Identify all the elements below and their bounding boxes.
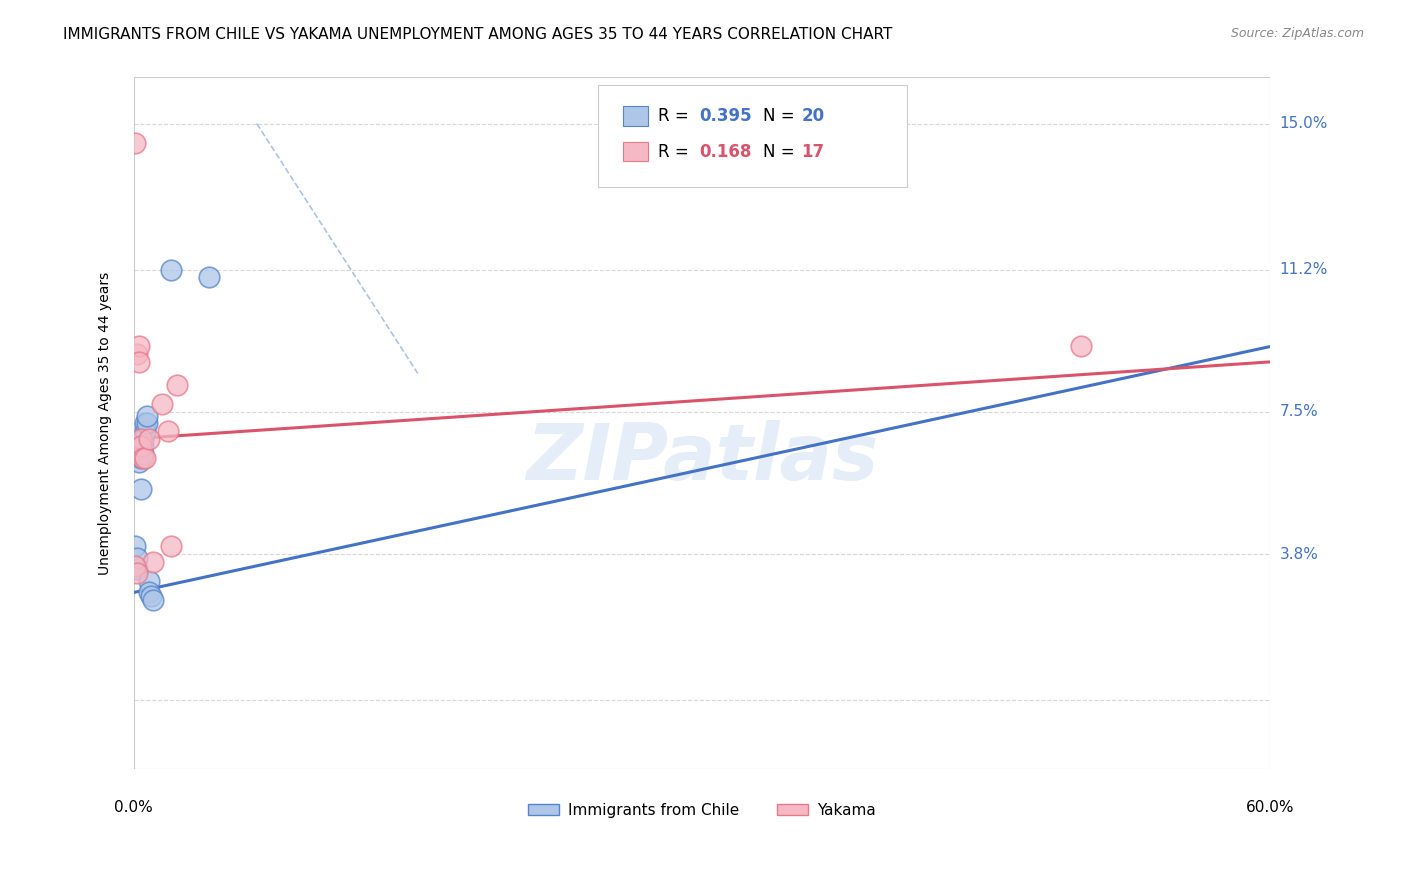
Text: R =: R = xyxy=(658,107,695,125)
Text: 0.0%: 0.0% xyxy=(114,800,153,815)
Point xyxy=(138,574,160,588)
Point xyxy=(128,339,150,353)
Text: 11.2%: 11.2% xyxy=(1279,262,1329,277)
Text: 20: 20 xyxy=(801,107,824,125)
Text: 0.395: 0.395 xyxy=(699,107,751,125)
Point xyxy=(127,347,149,361)
Legend: Immigrants from Chile, Yakama: Immigrants from Chile, Yakama xyxy=(522,797,882,824)
Text: Source: ZipAtlas.com: Source: ZipAtlas.com xyxy=(1230,27,1364,40)
Point xyxy=(124,136,146,150)
Point xyxy=(134,424,156,438)
Point xyxy=(128,443,150,458)
Text: 7.5%: 7.5% xyxy=(1279,404,1319,419)
Point xyxy=(1070,339,1092,353)
Point xyxy=(128,455,150,469)
Point xyxy=(156,424,179,438)
Point xyxy=(138,432,160,446)
Point xyxy=(160,262,183,277)
Point xyxy=(129,482,152,496)
Point xyxy=(129,432,152,446)
Point xyxy=(134,450,156,465)
Point xyxy=(139,590,162,604)
Point xyxy=(129,450,152,465)
Point xyxy=(141,593,163,607)
Point xyxy=(135,409,157,423)
Text: R =: R = xyxy=(658,143,695,161)
Point xyxy=(132,447,155,461)
Text: 15.0%: 15.0% xyxy=(1279,116,1329,131)
Point xyxy=(124,540,146,554)
Text: 17: 17 xyxy=(801,143,824,161)
Text: N =: N = xyxy=(763,143,800,161)
Point xyxy=(127,566,149,581)
Point xyxy=(132,439,155,453)
Point xyxy=(132,432,155,446)
Text: 3.8%: 3.8% xyxy=(1279,547,1319,562)
Text: 60.0%: 60.0% xyxy=(1246,800,1295,815)
Point xyxy=(135,417,157,431)
Text: ZIPatlas: ZIPatlas xyxy=(526,420,879,496)
Point xyxy=(129,439,152,453)
Point xyxy=(124,558,146,573)
Point xyxy=(160,540,183,554)
Point xyxy=(134,417,156,431)
Point xyxy=(128,355,150,369)
Point xyxy=(198,270,221,285)
Text: 0.168: 0.168 xyxy=(699,143,751,161)
Text: N =: N = xyxy=(763,107,800,125)
Text: Unemployment Among Ages 35 to 44 years: Unemployment Among Ages 35 to 44 years xyxy=(98,272,112,575)
Point xyxy=(138,585,160,599)
Point xyxy=(166,378,188,392)
Point xyxy=(150,397,173,411)
Text: IMMIGRANTS FROM CHILE VS YAKAMA UNEMPLOYMENT AMONG AGES 35 TO 44 YEARS CORRELATI: IMMIGRANTS FROM CHILE VS YAKAMA UNEMPLOY… xyxy=(63,27,893,42)
Point xyxy=(127,562,149,576)
Point xyxy=(127,550,149,565)
Point xyxy=(132,450,155,465)
Point xyxy=(141,555,163,569)
